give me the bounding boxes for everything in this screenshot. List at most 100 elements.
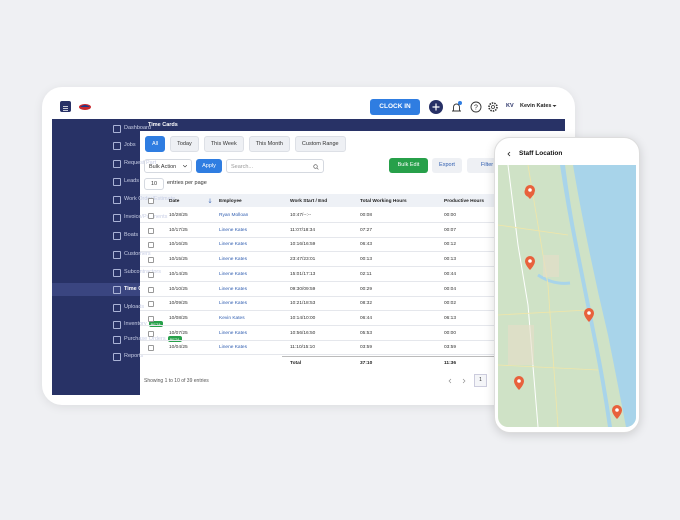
table-cell: 00:08 (360, 213, 373, 218)
row-checkbox[interactable] (148, 257, 154, 264)
pagination-page[interactable]: 1 (474, 374, 487, 387)
table-cell: 10/17/25 (169, 227, 188, 233)
table-cell: 00:29 (360, 286, 373, 292)
filter-tab[interactable]: Today (170, 136, 199, 152)
search-placeholder: Search... (231, 164, 254, 170)
row-divider (140, 310, 565, 311)
row-checkbox[interactable] (148, 301, 154, 308)
sidebar-icon (113, 142, 121, 150)
row-checkbox[interactable] (148, 286, 154, 293)
sidebar-icon (113, 336, 121, 344)
row-checkbox[interactable] (148, 271, 154, 278)
sidebar (52, 119, 140, 395)
sidebar-item[interactable]: Dashboard (124, 125, 151, 131)
table-cell[interactable]: Linene Kates (219, 345, 248, 351)
column-header[interactable]: Date (169, 199, 180, 204)
table-cell[interactable]: Linene Kates (219, 242, 248, 248)
table-cell: 10:56/16:50 (290, 330, 316, 336)
table-cell[interactable]: Linene Kates (219, 257, 248, 263)
avatar[interactable]: KV (506, 103, 514, 109)
table-cell: 11:07/18:34 (290, 227, 315, 233)
filter-tab[interactable]: Custom Range (294, 136, 346, 152)
filter-tab[interactable]: This Month (248, 136, 290, 152)
page-size-select[interactable]: 10 (144, 178, 164, 190)
row-divider (140, 295, 565, 296)
filter-tab[interactable]: This Week (203, 136, 244, 152)
map[interactable] (498, 165, 636, 427)
table-cell[interactable]: Ryan Molloan (219, 213, 249, 218)
sidebar-item[interactable]: Customers (124, 251, 151, 257)
svg-text:?: ? (474, 105, 478, 112)
user-name[interactable]: Kevin Kates (520, 103, 552, 109)
bulk-edit-button[interactable]: Bulk Edit (389, 158, 428, 173)
column-header[interactable]: Total Working Hours (360, 199, 407, 204)
page-header (140, 119, 565, 131)
sidebar-item[interactable]: Subcontractors (124, 269, 161, 275)
select-all-checkbox[interactable] (148, 198, 154, 204)
sidebar-item[interactable]: Inventory (124, 321, 147, 327)
search-input[interactable]: Search... (226, 159, 324, 173)
row-checkbox[interactable] (148, 315, 154, 322)
table-cell: 10:14/10:00 (290, 315, 316, 321)
table-cell[interactable]: Linene Kates (219, 330, 248, 336)
row-checkbox[interactable] (148, 213, 154, 219)
table-cell: 05:53 (360, 330, 373, 336)
table-cell[interactable]: Linene Kates (219, 301, 248, 307)
table-cell: 10:21/18:53 (290, 301, 316, 307)
table-cell: 06:13 (444, 315, 457, 321)
table-cell: 06:43 (360, 242, 373, 248)
table-cell: 15:01/17:13 (290, 271, 316, 277)
row-checkbox[interactable] (148, 345, 154, 352)
table-cell[interactable]: Linene Kates (219, 286, 248, 292)
column-header[interactable]: Productive Hours (444, 199, 484, 204)
back-arrow[interactable] (506, 151, 512, 157)
table-cell: 10/10/25 (169, 286, 188, 292)
column-header[interactable]: Employee (219, 199, 242, 204)
entries-summary: Showing 1 to 10 of 39 entries (144, 378, 209, 384)
bulk-action-select[interactable]: Bulk Action (144, 159, 192, 173)
table-cell: 00:12 (444, 242, 457, 248)
sidebar-item[interactable]: Leads (124, 178, 139, 184)
table-cell: 10:47/--:-- (290, 213, 312, 218)
row-divider (140, 236, 565, 238)
sort-icon (208, 198, 212, 206)
export-button[interactable]: Export (432, 158, 462, 173)
sidebar-item[interactable]: Uploads (124, 304, 145, 310)
sidebar-icon (113, 353, 121, 361)
row-divider (140, 280, 565, 282)
table-cell: 00:04 (444, 286, 457, 292)
table-cell: 00:13 (360, 257, 373, 263)
sidebar-item[interactable]: Time Cards (124, 286, 154, 292)
sidebar-item[interactable]: Invoice/Payments (124, 214, 168, 220)
sidebar-item[interactable]: Request Part (124, 160, 157, 166)
table-cell[interactable]: Kevin Kates (219, 315, 245, 321)
page-size-label: entries per page (167, 180, 207, 186)
phone-title: Staff Location (519, 150, 563, 157)
logo (79, 104, 91, 110)
apply-button[interactable]: Apply (196, 159, 222, 173)
row-checkbox[interactable] (148, 227, 154, 234)
row-checkbox[interactable] (148, 242, 154, 249)
sidebar-item[interactable]: Reports (124, 353, 144, 359)
sidebar-icon (113, 232, 121, 240)
filter-tab[interactable]: All (145, 136, 166, 152)
page-title: Time Cards (148, 122, 178, 128)
sidebar-icon (113, 269, 121, 277)
row-checkbox[interactable] (148, 330, 154, 337)
sidebar-item[interactable]: Boats (124, 232, 139, 238)
total-label: Total (290, 361, 302, 366)
menu-button[interactable] (60, 101, 71, 112)
pagination-arrows[interactable] (448, 378, 468, 384)
row-divider (140, 266, 565, 267)
sidebar-item[interactable]: Jobs (124, 142, 136, 148)
clock-in-button[interactable]: CLOCK IN (370, 99, 420, 115)
total-productive: 11:36 (444, 361, 457, 366)
table-cell[interactable]: Linene Kates (219, 227, 248, 233)
row-divider (140, 222, 565, 223)
table-cell: 08:32 (360, 301, 373, 307)
sidebar-item[interactable]: Purchase Orders (124, 336, 166, 342)
table-cell[interactable]: Linene Kates (219, 271, 248, 277)
column-header[interactable]: Work Start / End (290, 199, 328, 204)
row-divider (140, 324, 565, 326)
beta-badge: BETA (148, 321, 163, 327)
